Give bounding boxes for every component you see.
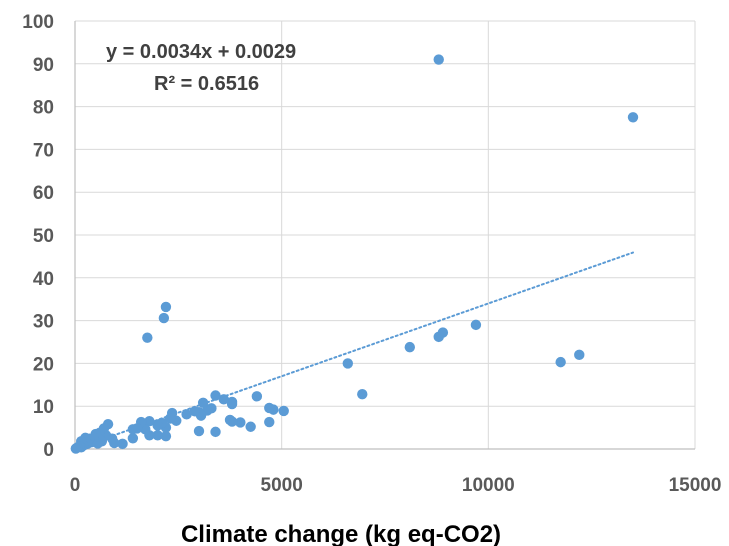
data-point: [627, 112, 639, 123]
trendline: [74, 251, 634, 450]
y-tick-label: 40: [33, 269, 54, 290]
axes: [74, 21, 695, 450]
y-tick-label: 20: [33, 354, 54, 375]
y-tick-label: 10: [33, 397, 54, 418]
data-point: [160, 430, 172, 442]
data-point: [142, 332, 153, 343]
data-point: [160, 301, 172, 313]
trendline-line: [74, 251, 634, 450]
x-tick-label: 10000: [462, 475, 515, 496]
y-tick-label: 0: [43, 440, 54, 461]
data-point: [127, 424, 139, 435]
data-point: [181, 409, 192, 420]
data-point: [152, 430, 163, 441]
data-point: [127, 433, 139, 444]
data-point: [555, 356, 566, 368]
x-tick-label: 0: [70, 475, 81, 496]
data-point: [278, 405, 289, 417]
data-point: [433, 54, 444, 65]
data-point: [189, 406, 201, 417]
r-squared-label: R² = 0.6516: [154, 73, 259, 95]
data-point: [251, 391, 263, 402]
x-tick-label: 5000: [261, 475, 303, 496]
data-point: [117, 438, 128, 450]
data-point: [210, 390, 221, 401]
data-point: [264, 416, 275, 428]
gridlines: [75, 20, 696, 449]
y-tick-label: 60: [33, 183, 54, 204]
data-point: [224, 414, 236, 426]
y-tick-label: 30: [33, 312, 54, 333]
data-point: [218, 394, 229, 405]
x-axis-title: Climate change (kg eq-CO2): [181, 521, 501, 546]
data-point: [226, 398, 238, 410]
y-tick-label: 70: [33, 140, 54, 161]
data-point: [404, 341, 415, 353]
y-tick-label: 90: [33, 55, 54, 76]
data-points: [70, 54, 639, 454]
data-point: [357, 389, 368, 400]
data-point: [433, 331, 444, 343]
x-tick-label: 15000: [669, 475, 722, 496]
data-point: [158, 312, 170, 324]
data-point: [210, 426, 221, 438]
y-tick-label: 100: [22, 12, 54, 33]
data-point: [470, 319, 482, 331]
data-point: [342, 358, 353, 369]
data-point: [144, 415, 155, 427]
y-tick-label: 80: [33, 98, 54, 119]
data-point: [245, 421, 256, 432]
trendline-equation: y = 0.0034x + 0.0029: [106, 41, 296, 63]
data-point: [193, 425, 205, 437]
y-tick-label: 50: [33, 226, 54, 247]
data-point: [574, 349, 585, 361]
tick-labels: 0 10 20 30 40 50 60 70 80 90 100 0 5000 10000 15000: [22, 12, 721, 496]
data-point: [197, 397, 209, 408]
data-point: [164, 413, 176, 424]
data-point: [70, 443, 82, 454]
data-point: [264, 402, 275, 414]
data-point: [152, 420, 163, 431]
data-point: [235, 417, 246, 428]
